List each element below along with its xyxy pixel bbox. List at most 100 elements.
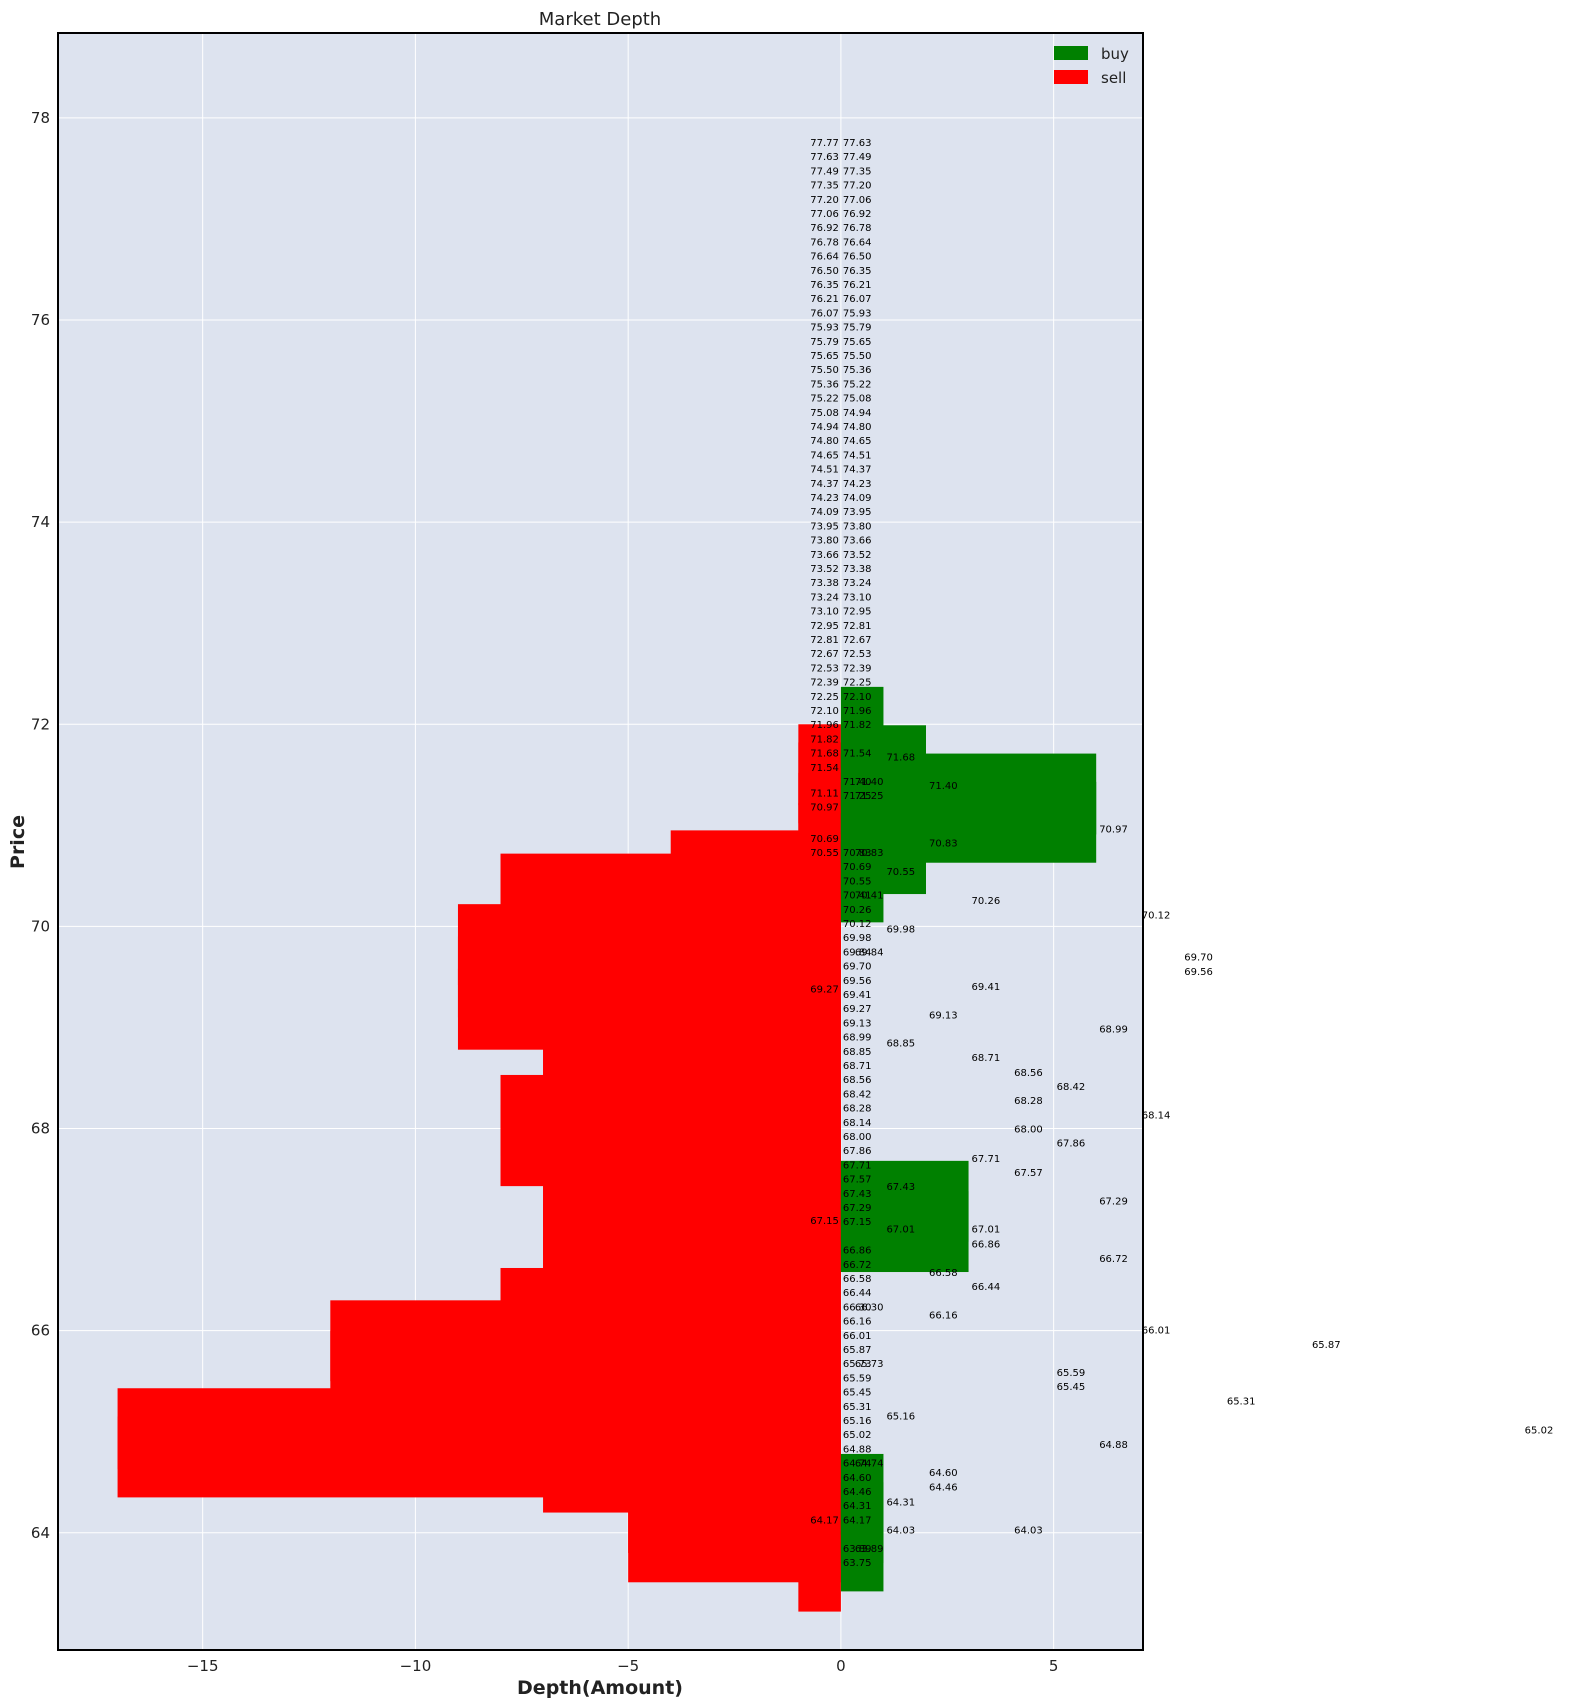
annotation-label-overlap: 65.73 [855,1359,884,1370]
annotation-label-overlap: 71.40 [855,777,884,788]
annotation-amount-label: 70.83 [929,839,958,850]
legend-label-buy: buy [1101,45,1129,63]
annotation-amount-label: 67.86 [1057,1139,1086,1150]
legend-swatch-buy [1054,46,1088,60]
annotation-label: 71.96 [810,720,839,731]
ticks-group: −15 −10 −5 0 5 64 66 68 70 72 74 76 78 [31,109,1059,1675]
annotation-amount-label: 66.01 [1142,1326,1171,1337]
annotation-label: 68.42 [843,1089,872,1100]
annotation-amount-label: 69.98 [886,924,915,935]
annotation-label: 70.83 [843,848,872,859]
y-tick-label: 66 [31,1322,50,1340]
annotation-label: 72.39 [810,678,839,689]
annotations-group: 77.77 77.63 77.49 77.35 77.20 77.06 76.92 76.78… [810,138,1553,1569]
annotation-label: 64.46 [843,1487,872,1498]
annotation-label-overlap: 71.25 [855,791,884,802]
annotation-amount-label: 71.68 [886,753,915,764]
annotation-amount-label: 71.40 [929,781,958,792]
annotation-label: 69.56 [843,976,872,987]
annotation-amount-label: 65.31 [1227,1396,1256,1407]
annotation-amount-label: 67.01 [886,1225,915,1236]
annotation-label: 69.41 [843,990,872,1001]
annotation-label: 74.51 [810,465,839,476]
annotation-label: 77.49 [810,166,839,177]
annotation-label: 69.98 [843,933,872,944]
annotation-label: 71.11 [810,788,839,799]
bar-buy [840,1453,884,1535]
y-tick-label: 64 [31,1524,50,1542]
annotation-amount-label: 64.88 [1099,1440,1128,1451]
annotation-label: 67.15 [810,1216,839,1227]
annotation-amount-label: 69.41 [972,982,1001,993]
annotation-label-overlap: 69.84 [855,947,884,958]
annotation-label: 68.56 [843,1075,872,1086]
annotation-label: 70.97 [810,803,839,814]
annotation-amount-label: 65.87 [1312,1340,1341,1351]
annotation-label: 73.38 [810,578,839,589]
annotation-label: 69.84 [843,947,872,958]
annotation-label: 74.80 [810,436,839,447]
annotation-label: 72.67 [843,635,872,646]
annotation-label: 70.12 [843,919,872,930]
annotation-label: 77.63 [810,152,839,163]
y-tick-label: 78 [31,109,50,127]
annotation-label: 66.30 [843,1302,872,1313]
x-tick-label: 0 [836,1657,846,1675]
annotation-amount-label: 65.02 [1525,1426,1554,1437]
annotation-amount-label: 68.85 [886,1039,915,1050]
annotation-label-overlap: 70.41 [855,891,884,902]
annotation-label: 71.54 [810,763,839,774]
annotation-label: 74.09 [843,493,872,504]
annotation-label: 71.68 [810,749,839,760]
x-tick-label: −5 [617,1657,639,1675]
annotation-label: 76.35 [843,266,872,277]
annotation-label: 73.38 [843,564,872,575]
annotation-label: 73.52 [843,550,872,561]
annotation-label: 75.65 [843,337,872,348]
annotation-label: 76.78 [843,223,872,234]
bar-buy [840,686,884,768]
legend-swatch-sell [1054,70,1088,84]
annotation-label: 65.59 [843,1373,872,1384]
x-tick-label: −10 [400,1657,432,1675]
annotation-label: 65.73 [843,1359,872,1370]
annotation-label: 66.16 [843,1317,872,1328]
annotation-label: 74.65 [810,450,839,461]
annotation-label: 66.86 [843,1246,872,1257]
annotation-amount-label: 65.16 [886,1412,915,1423]
annotation-amount-label: 69.70 [1184,953,1213,964]
annotation-label: 72.53 [843,649,872,660]
annotation-label: 75.36 [810,379,839,390]
annotation-amount-label: 67.01 [972,1225,1001,1236]
annotation-label: 73.10 [810,607,839,618]
legend: buy sell [1054,45,1129,87]
annotation-amount-label: 68.00 [1014,1125,1043,1136]
annotation-label: 77.20 [843,181,872,192]
annotation-label: 75.08 [810,408,839,419]
annotation-label: 75.22 [810,394,839,405]
legend-label-sell: sell [1101,69,1126,87]
annotation-label: 77.06 [843,195,872,206]
annotation-label: 72.10 [843,692,872,703]
annotation-label: 75.36 [843,365,872,376]
annotation-amount-label: 66.72 [1099,1254,1128,1265]
annotation-amount-label: 67.43 [886,1182,915,1193]
annotation-label: 74.23 [843,479,872,490]
annotation-label: 71.25 [843,791,872,802]
annotation-label: 76.35 [810,280,839,291]
annotation-label: 72.67 [810,649,839,660]
annotation-label: 73.66 [810,550,839,561]
annotation-amount-label: 64.46 [929,1482,958,1493]
annotation-label: 76.07 [843,294,872,305]
annotation-label: 76.64 [843,237,872,248]
annotation-label: 74.37 [843,465,872,476]
annotation-label: 73.24 [810,592,839,603]
annotation-amount-label: 64.60 [929,1468,958,1479]
annotation-amount-label: 67.57 [1014,1168,1043,1179]
annotation-label: 68.99 [843,1033,872,1044]
annotation-label: 72.53 [810,663,839,674]
annotation-label: 72.81 [810,635,839,646]
annotation-label: 67.29 [843,1203,872,1214]
annotation-label: 77.49 [843,152,872,163]
